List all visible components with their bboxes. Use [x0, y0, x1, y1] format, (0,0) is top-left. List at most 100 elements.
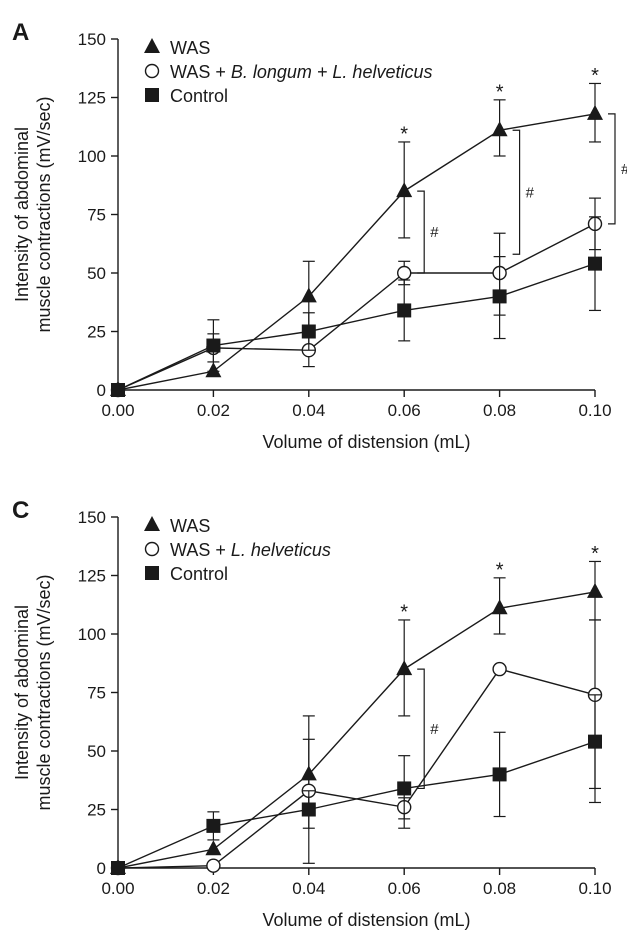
chart-panel-a: A 0 25 50 75 100 125 150 0.00 0.02 0.04 0.06 0.08 0.1…: [12, 19, 627, 452]
y-tick-label: 50: [87, 264, 106, 283]
y-tick-label: 150: [78, 508, 106, 527]
significance-star: *: [400, 602, 408, 624]
data-point-triangle: [587, 104, 603, 120]
x-tick-label: 0.02: [197, 401, 230, 420]
data-point-square: [588, 734, 602, 749]
data-point-triangle: [396, 182, 413, 198]
bracket-line: [608, 113, 616, 225]
legend-entry: WAS + B. longum + L. helveticus: [144, 62, 432, 82]
data-point-square: [145, 566, 159, 580]
x-tick-label: 0.00: [101, 401, 134, 420]
legend-label: WAS: [170, 516, 210, 536]
legend-entry: WAS: [144, 38, 210, 58]
y-axis-label: muscle contractions (mV/sec): [34, 574, 54, 810]
significance-bracket: #: [512, 129, 534, 255]
data-point-square: [206, 338, 221, 353]
bracket-label: #: [430, 224, 439, 241]
bracket-line: [512, 129, 521, 255]
y-axis-label: Intensity of abdominal: [12, 127, 32, 302]
significance-bracket: #: [417, 190, 439, 274]
y-tick-label: 75: [87, 684, 106, 703]
significance-star: *: [400, 124, 408, 146]
significance-star: *: [496, 81, 504, 103]
y-tick-label: 25: [87, 801, 106, 820]
legend-entry: Control: [145, 564, 228, 584]
series-line: [117, 668, 596, 869]
panel-label: A: [12, 19, 29, 46]
legend-label: WAS + B. longum + L. helveticus: [170, 62, 432, 82]
x-tick-label: 0.06: [388, 879, 421, 898]
series-1: [110, 560, 603, 874]
y-tick-label: 125: [78, 89, 106, 108]
x-axis-label: Volume of distension (mL): [262, 910, 470, 930]
legend-entry: WAS + L. helveticus: [144, 540, 331, 560]
bracket-label: #: [621, 161, 627, 178]
series-3: [111, 216, 602, 397]
significance-star: *: [496, 559, 504, 581]
x-tick-label: 0.04: [292, 879, 325, 898]
series-line: [117, 262, 596, 391]
y-tick-label: 150: [78, 30, 106, 49]
data-point-triangle: [144, 516, 160, 531]
data-point-square: [492, 767, 507, 782]
data-point-square: [111, 383, 125, 397]
series-line: [117, 591, 596, 869]
data-point-square: [492, 289, 507, 304]
y-tick-label: 0: [97, 859, 106, 878]
y-tick-label: 25: [87, 323, 106, 342]
legend-label: WAS: [170, 38, 210, 58]
series-line: [117, 223, 596, 391]
data-point-square: [588, 256, 602, 271]
data-point-circle: [397, 265, 412, 281]
data-point-circle: [144, 541, 160, 557]
series-2: [110, 619, 603, 876]
data-point-triangle: [491, 121, 508, 137]
x-axis-label: Volume of distension (mL): [262, 432, 470, 452]
panel-label: C: [12, 497, 29, 524]
x-tick-label: 0.02: [197, 879, 230, 898]
legend-label: Control: [170, 86, 228, 106]
data-point-square: [301, 802, 316, 817]
data-point-triangle: [587, 582, 603, 598]
y-axis-label: Intensity of abdominal: [12, 605, 32, 780]
significance-star: *: [591, 543, 599, 565]
y-tick-label: 50: [87, 742, 106, 761]
legend-entry: WAS: [144, 516, 210, 536]
data-point-square: [206, 818, 221, 833]
data-point-circle: [144, 63, 160, 79]
series-line: [117, 113, 596, 391]
data-point-triangle: [205, 840, 222, 856]
data-point-triangle: [396, 660, 413, 676]
bracket-label: #: [430, 721, 439, 738]
series-3: [111, 694, 602, 875]
data-point-square: [397, 781, 412, 796]
x-tick-label: 0.08: [483, 401, 516, 420]
data-point-triangle: [491, 599, 508, 615]
legend-entry: Control: [145, 86, 228, 106]
x-tick-label: 0.08: [483, 879, 516, 898]
y-tick-label: 75: [87, 206, 106, 225]
x-tick-label: 0.04: [292, 401, 325, 420]
data-point-square: [397, 303, 412, 318]
data-point-square: [145, 88, 159, 102]
y-axis-label: muscle contractions (mV/sec): [34, 96, 54, 332]
y-tick-label: 100: [78, 147, 106, 166]
data-point-triangle: [300, 287, 317, 303]
bracket-label: #: [525, 184, 534, 201]
chart-panel-c: C 0 25 50 75 100 125 150 0.00 0.02 0.04 0.06 0.08 0.1…: [12, 497, 612, 930]
significance-bracket: #: [417, 668, 439, 790]
x-tick-label: 0.10: [578, 879, 611, 898]
significance-star: *: [591, 65, 599, 87]
data-point-circle: [206, 858, 221, 873]
x-tick-label: 0.06: [388, 401, 421, 420]
series-2: [110, 197, 603, 398]
data-point-circle: [492, 661, 507, 677]
y-tick-label: 125: [78, 567, 106, 586]
significance-bracket: #: [608, 113, 627, 225]
y-tick-label: 0: [97, 381, 106, 400]
data-point-square: [111, 861, 125, 875]
x-tick-label: 0.00: [101, 879, 134, 898]
x-tick-label: 0.10: [578, 401, 611, 420]
bracket-line: [417, 668, 425, 790]
